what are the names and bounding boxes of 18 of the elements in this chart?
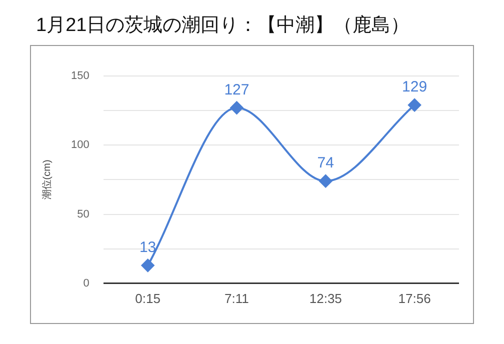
point [319,174,332,188]
point [408,98,422,112]
x-tick-label: 0:15 [135,290,160,306]
chart-title: 1月21日の茨城の潮回り：【中潮】（鹿島） [36,14,410,38]
point [230,101,244,114]
x-tick-label: 17:56 [398,290,431,306]
x-tick-label: 7:11 [224,290,249,306]
point [141,258,154,272]
y-tick-label: 150 [70,70,90,82]
data-label: 13 [139,239,156,256]
data-label: 127 [224,81,250,98]
y-tick-label: 50 [77,208,90,220]
y-tick-label: 0 [83,277,90,290]
data-label: 74 [317,154,334,172]
x-tick-label: 12:35 [309,290,342,306]
data-label: 129 [402,78,428,96]
y-tick-label: 100 [70,139,90,152]
y-axis-title: 潮位(cm) [40,160,53,200]
